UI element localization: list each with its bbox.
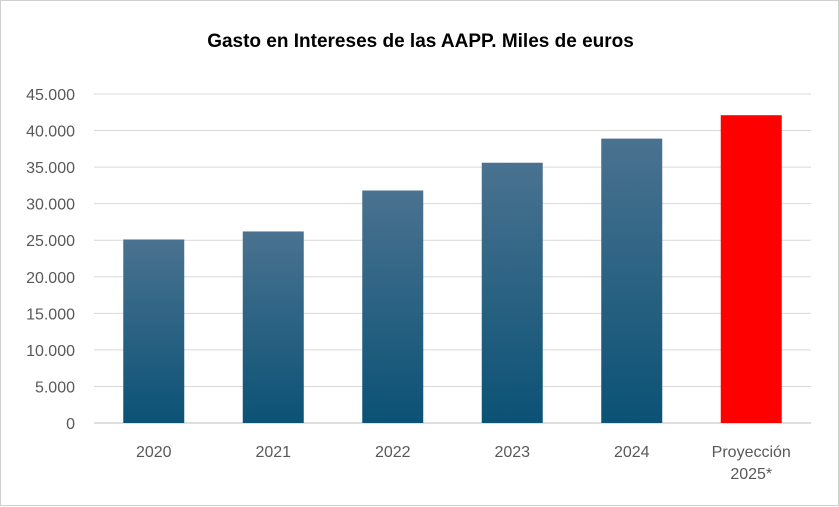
x-tick-label: 2020 — [136, 444, 172, 461]
y-tick-label: 20.000 — [26, 270, 75, 287]
bars — [123, 115, 782, 424]
y-tick-label: 15.000 — [26, 306, 75, 323]
y-tick-label: 25.000 — [26, 233, 75, 250]
x-axis-tick-labels: 2020 2021 2022 2023 2024 Proyección 2025* — [136, 444, 791, 483]
x-tick-label: 2021 — [255, 444, 291, 461]
gridlines — [94, 93, 811, 424]
bar — [481, 162, 543, 424]
y-axis-tick-labels: 0 5.000 10.000 15.000 20.000 25.000 30.000 35.0… — [26, 87, 75, 433]
y-tick-label: 30.000 — [26, 197, 75, 214]
chart-title: Gasto en Intereses de las AAPP. Miles de… — [207, 31, 634, 52]
bar — [601, 138, 663, 423]
x-tick-label: Proyección — [712, 444, 791, 461]
y-tick-label: 40.000 — [26, 124, 75, 141]
bar — [362, 190, 424, 423]
y-tick-label: 35.000 — [26, 160, 75, 177]
bar — [720, 115, 782, 424]
bar — [242, 231, 304, 423]
y-tick-label: 5.000 — [35, 379, 75, 396]
x-tick-label: 2025* — [730, 466, 772, 483]
x-tick-label: 2022 — [375, 444, 411, 461]
y-tick-label: 10.000 — [26, 343, 75, 360]
x-tick-label: 2024 — [614, 444, 650, 461]
y-tick-label: 0 — [66, 416, 75, 433]
bar — [123, 239, 185, 423]
y-tick-label: 45.000 — [26, 87, 75, 104]
x-tick-label: 2023 — [494, 444, 530, 461]
